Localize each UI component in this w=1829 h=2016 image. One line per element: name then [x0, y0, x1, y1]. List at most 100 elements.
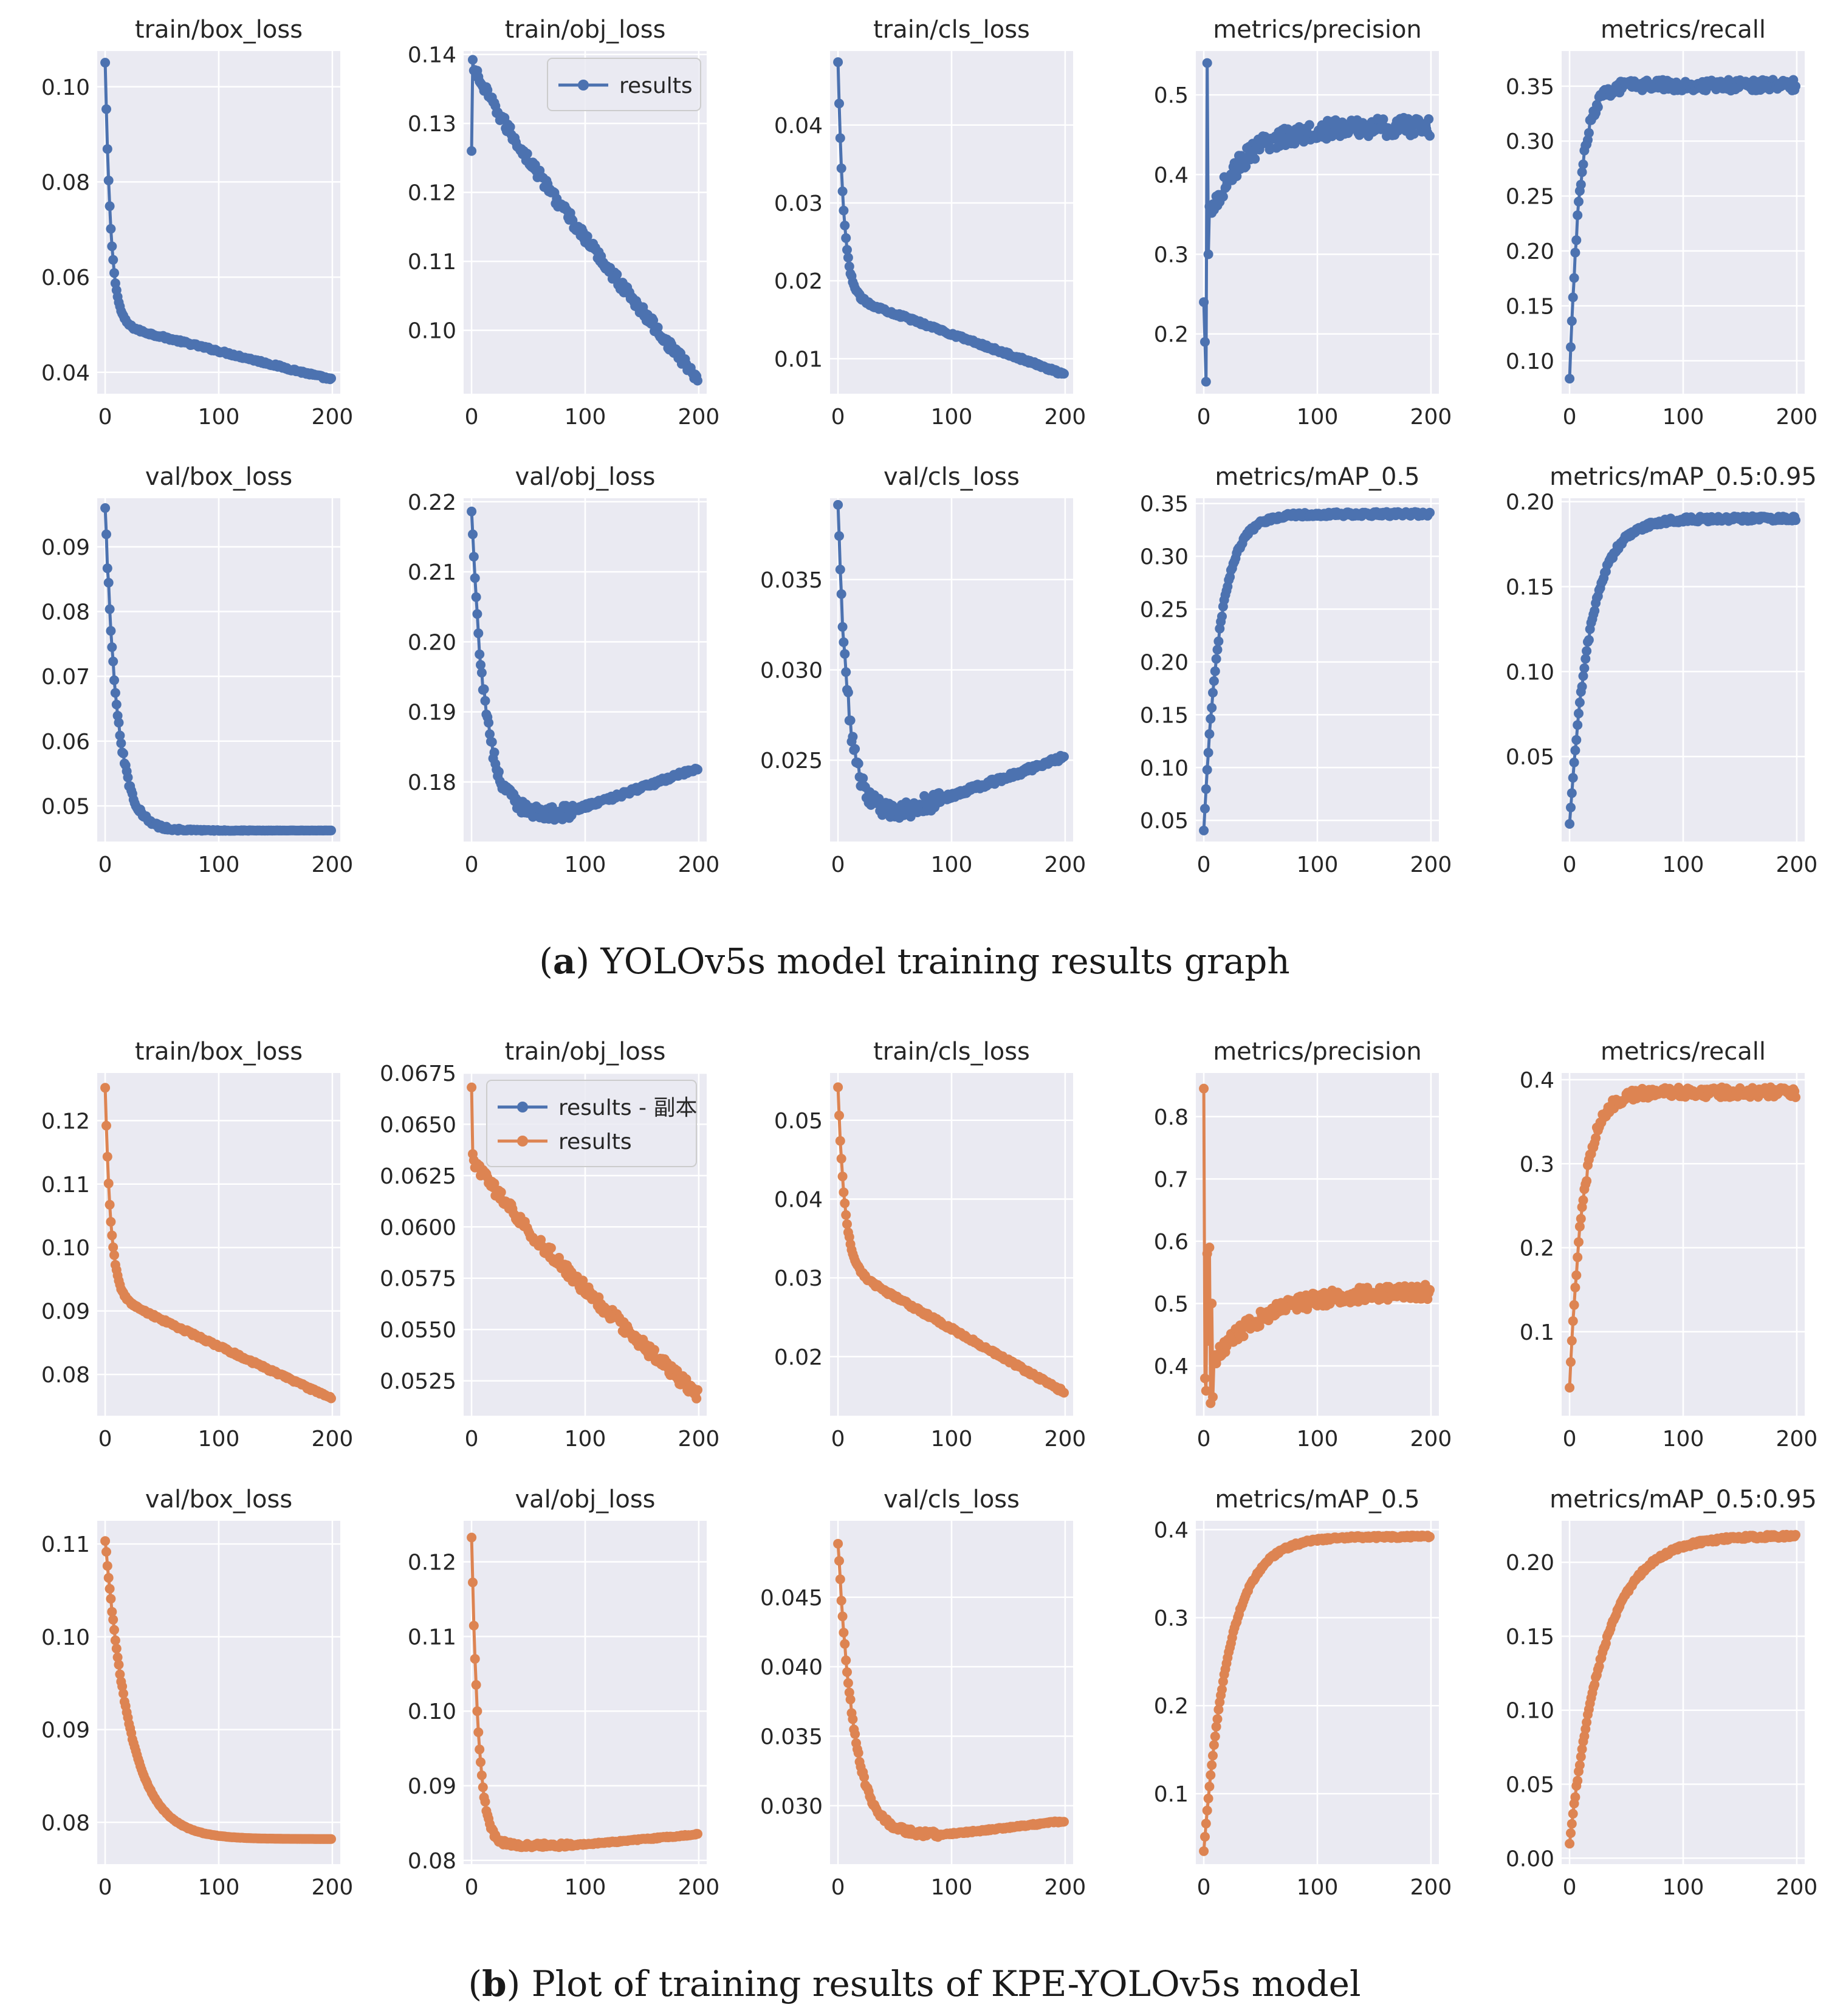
data-point-b-10-9 — [1574, 1760, 1585, 1771]
data-point-a-7-18 — [487, 737, 497, 747]
data-point-a-9-11 — [1211, 654, 1221, 664]
y-tick-label-b-8-1: 0.035 — [760, 1725, 823, 1750]
y-tick-label-a-7-0: 0.18 — [408, 770, 456, 795]
data-point-a-3-4 — [837, 186, 848, 196]
data-point-a-10-5 — [1570, 746, 1580, 755]
panel-title-b-3: train/cls_loss — [873, 1038, 1030, 1066]
data-point-a-4-37 — [1241, 161, 1251, 171]
data-point-a-10-7 — [1573, 720, 1583, 730]
y-tick-label-b-10-3: 0.15 — [1506, 1625, 1554, 1650]
data-point-a-5-12 — [1578, 159, 1588, 170]
data-point-b-9-9 — [1209, 1740, 1219, 1750]
x-tick-label-b-1-1: 100 — [198, 1427, 240, 1452]
panel-title-b-10: metrics/mAP_0.5:0.95 — [1549, 1486, 1817, 1514]
x-tick-label-a-10-1: 100 — [1663, 852, 1704, 877]
panel-title-a-4: metrics/precision — [1213, 16, 1422, 44]
data-point-b-9-8 — [1208, 1750, 1218, 1761]
data-point-a-9-7 — [1207, 702, 1217, 713]
data-point-a-7-0 — [467, 506, 477, 516]
data-point-a-3-6 — [840, 221, 850, 231]
legend-box-a-2 — [547, 58, 701, 111]
y-tick-label-a-5-5: 0.35 — [1506, 75, 1554, 100]
data-point-a-7-20 — [489, 747, 499, 758]
data-point-a-8-15 — [850, 744, 860, 754]
data-point-b-8-11 — [845, 1695, 856, 1705]
x-tick-label-a-4-1: 100 — [1297, 405, 1339, 430]
data-point-a-1-199 — [326, 373, 336, 383]
data-point-b-4-5 — [1204, 1243, 1215, 1253]
data-point-a-4-2 — [1201, 377, 1211, 387]
data-point-a-5-0 — [1565, 374, 1575, 384]
data-point-b-5-3 — [1568, 1316, 1578, 1326]
caption-a: (a) YOLOv5s model training results graph — [539, 941, 1290, 982]
panel-title-b-4: metrics/precision — [1213, 1038, 1422, 1066]
y-tick-label-a-2-4: 0.14 — [408, 43, 456, 68]
y-tick-label-b-3-2: 0.04 — [774, 1187, 823, 1212]
data-point-b-10-10 — [1576, 1752, 1586, 1762]
data-point-a-3-3 — [836, 163, 846, 173]
y-tick-label-a-9-3: 0.20 — [1140, 650, 1189, 675]
data-point-a-1-6 — [107, 241, 117, 252]
data-point-a-10-15 — [1582, 646, 1592, 656]
y-tick-label-b-1-0: 0.08 — [41, 1363, 90, 1388]
data-point-a-2-128 — [612, 269, 622, 279]
data-point-a-6-20 — [123, 772, 133, 783]
data-point-a-10-1 — [1566, 803, 1576, 812]
x-tick-label-a-5-1: 100 — [1663, 405, 1704, 430]
x-tick-label-b-2-0: 0 — [465, 1427, 479, 1452]
panel-a-8: 0 100 200 0.025 0.030 0.035 val/cls_loss — [760, 463, 1086, 877]
y-tick-label-b-8-0: 0.030 — [760, 1794, 823, 1819]
panel-title-b-5: metrics/recall — [1601, 1038, 1766, 1066]
data-point-b-8-18 — [853, 1748, 863, 1758]
data-point-b-6-11 — [112, 1652, 123, 1662]
x-tick-label-a-6-0: 0 — [98, 852, 112, 877]
data-point-b-7-10 — [478, 1782, 488, 1792]
data-point-a-10-2 — [1566, 788, 1577, 798]
y-tick-label-b-10-2: 0.10 — [1506, 1699, 1554, 1724]
data-point-b-8-3 — [836, 1596, 846, 1606]
panel-title-a-6: val/box_loss — [145, 463, 292, 491]
data-point-b-9-7 — [1207, 1760, 1217, 1770]
data-point-a-8-3 — [836, 589, 846, 599]
data-point-b-8-0 — [833, 1538, 843, 1549]
panel-title-b-2: train/obj_loss — [505, 1038, 666, 1066]
data-point-a-3-2 — [835, 133, 845, 143]
caption-a-close: ) — [575, 941, 600, 982]
data-point-a-9-13 — [1213, 636, 1224, 646]
y-tick-label-b-7-0: 0.08 — [408, 1849, 456, 1874]
data-point-b-3-8 — [842, 1219, 852, 1229]
data-point-b-2-161 — [650, 1345, 659, 1355]
y-tick-label-b-1-4: 0.12 — [41, 1109, 90, 1134]
y-tick-label-b-6-0: 0.08 — [41, 1811, 90, 1836]
y-tick-label-b-9-2: 0.3 — [1154, 1606, 1189, 1631]
y-tick-label-b-9-3: 0.4 — [1154, 1518, 1189, 1543]
data-point-b-10-15 — [1582, 1717, 1592, 1727]
data-point-b-6-3 — [103, 1572, 114, 1583]
data-point-b-8-2 — [835, 1574, 845, 1585]
data-point-a-7-11 — [479, 684, 489, 694]
data-point-a-5-8 — [1574, 196, 1584, 207]
data-point-b-9-0 — [1199, 1846, 1209, 1856]
data-point-b-9-2 — [1201, 1819, 1211, 1829]
data-point-b-7-5 — [472, 1706, 482, 1716]
panel-title-a-8: val/cls_loss — [884, 463, 1020, 491]
y-tick-label-a-6-0: 0.05 — [41, 794, 90, 819]
data-point-a-6-5 — [106, 626, 116, 636]
data-point-a-10-199 — [1791, 515, 1800, 526]
data-point-a-10-11 — [1577, 682, 1587, 691]
data-point-a-8-6 — [840, 649, 850, 659]
data-point-b-6-12 — [114, 1659, 124, 1670]
data-point-a-10-9 — [1574, 698, 1585, 708]
y-tick-label-b-5-0: 0.1 — [1520, 1320, 1554, 1345]
data-point-a-2-199 — [693, 375, 702, 386]
data-point-a-8-11 — [845, 715, 856, 725]
y-tick-label-b-2-4: 0.0625 — [380, 1164, 456, 1189]
data-point-a-10-3 — [1568, 773, 1578, 783]
y-tick-label-b-2-6: 0.0675 — [380, 1061, 456, 1086]
data-point-a-2-102 — [582, 231, 592, 241]
data-point-a-7-1 — [468, 529, 478, 540]
data-point-b-9-11 — [1211, 1721, 1221, 1732]
data-point-a-7-16 — [485, 729, 495, 739]
x-tick-label-b-6-2: 200 — [312, 1875, 354, 1900]
